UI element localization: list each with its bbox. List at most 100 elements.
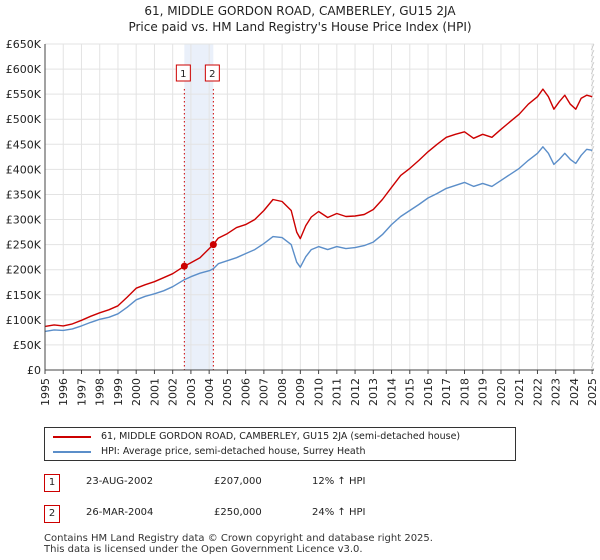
x-tick-label: 2012 — [349, 378, 362, 406]
chart-subtitle: Price paid vs. HM Land Registry's House … — [128, 20, 472, 34]
y-tick-label: £100K — [6, 314, 42, 327]
x-tick-label: 2011 — [331, 378, 344, 406]
hatch-line — [590, 139, 595, 147]
hatch-line — [590, 229, 595, 237]
x-tick-label: 2014 — [385, 378, 398, 406]
y-tick-label: £0 — [27, 364, 41, 377]
hatch-line — [590, 133, 595, 141]
x-tick-label: 2000 — [130, 378, 143, 406]
hatch-line — [590, 157, 595, 165]
sale-date: 23-AUG-2002 — [86, 476, 154, 487]
hatch-line — [590, 169, 595, 177]
sale-badge-2: 2 — [44, 505, 60, 523]
hatch-line — [590, 223, 595, 231]
sale-box-2 — [204, 64, 220, 82]
sale-date: 26-MAR-2004 — [86, 507, 154, 518]
sale-point-1 — [180, 262, 188, 270]
y-tick-label: £250K — [6, 239, 42, 252]
hatch-line — [590, 361, 595, 369]
hatch-line — [590, 325, 595, 333]
x-tick-label: 1995 — [39, 378, 52, 406]
sale-badge-1: 1 — [44, 474, 60, 492]
property-price-line — [44, 88, 593, 328]
hatch-line — [590, 343, 595, 351]
y-tick-label: £650K — [6, 38, 42, 51]
hatch-line — [590, 253, 595, 261]
x-tick-label: 2018 — [458, 378, 471, 406]
hatch-line — [590, 277, 595, 285]
hatch-line — [590, 295, 595, 303]
hatch-line — [590, 97, 595, 105]
x-tick-label: 2004 — [203, 378, 216, 406]
legend-swatch-hpi — [53, 450, 91, 453]
x-tick-label: 1997 — [75, 378, 88, 406]
hatch-line — [590, 319, 595, 327]
legend-item-property: 61, MIDDLE GORDON ROAD, CAMBERLEY, GU15 … — [53, 430, 460, 444]
x-tick-label: 2025 — [586, 378, 599, 406]
hatch-line — [590, 355, 595, 363]
footer-licence: This data is licensed under the Open Gov… — [44, 544, 363, 555]
x-tick-label: 2016 — [422, 378, 435, 406]
hpi-line — [44, 146, 593, 333]
sale-box-label-2: 2 — [209, 69, 215, 80]
x-tick-label: 1999 — [112, 378, 125, 406]
sale-point-2 — [209, 241, 217, 249]
y-tick-label: £350K — [6, 188, 42, 201]
hatch-line — [590, 265, 595, 273]
legend-swatch-property — [53, 435, 91, 438]
hatch-line — [590, 43, 595, 51]
hatch-line — [590, 127, 595, 135]
price-chart: £0 £50K £100K £150K £200K £250K £300K £350K £400… — [6, 38, 599, 406]
x-tick-label: 2008 — [276, 378, 289, 406]
hatch-line — [590, 73, 595, 81]
x-tick-label: 2021 — [513, 378, 526, 406]
hatch-line — [590, 367, 595, 375]
hatch-line — [590, 109, 595, 117]
hatch-line — [590, 337, 595, 345]
sale-box-label-1: 1 — [180, 69, 186, 80]
y-tick-label: £600K — [6, 63, 42, 76]
hatch-line — [590, 121, 595, 129]
hatch-line — [590, 331, 595, 339]
x-tick-label: 2005 — [221, 378, 234, 406]
hatch-line — [590, 271, 595, 279]
sale-price: £250,000 — [214, 507, 262, 518]
hatch-line — [590, 85, 595, 93]
y-tick-label: £450K — [6, 138, 42, 151]
x-tick-label: 2006 — [239, 378, 252, 406]
legend-label-property: 61, MIDDLE GORDON ROAD, CAMBERLEY, GU15 … — [101, 431, 461, 442]
sale-hpi-diff: 12% ↑ HPI — [312, 476, 366, 487]
hatch-line — [590, 211, 595, 219]
hatch-line — [590, 55, 595, 63]
x-tick-label: 2022 — [531, 378, 544, 406]
sale-hpi-diff: 24% ↑ HPI — [312, 507, 366, 518]
hatch-line — [590, 163, 595, 171]
plot-area — [45, 44, 594, 370]
y-tick-label: £200K — [6, 264, 42, 277]
hatch-line — [590, 289, 595, 297]
x-tick-label: 2002 — [167, 378, 180, 406]
x-tick-label: 2009 — [294, 378, 307, 406]
hatch-line — [590, 199, 595, 207]
hatch-line — [590, 151, 595, 159]
x-tick-label: 2024 — [568, 378, 581, 406]
y-tick-label: £50K — [13, 339, 42, 352]
x-tick-label: 2019 — [477, 378, 490, 406]
y-tick-label: £500K — [6, 113, 42, 126]
legend-item-hpi: HPI: Average price, semi-detached house,… — [53, 445, 366, 459]
y-tick-label: £300K — [6, 214, 42, 227]
x-tick-label: 1996 — [57, 378, 70, 406]
hatch-line — [590, 259, 595, 267]
hatch-line — [590, 205, 595, 213]
hatch-line — [590, 175, 595, 183]
x-tick-label: 2023 — [550, 378, 563, 406]
sale-price: £207,000 — [214, 476, 262, 487]
chart-title: 61, MIDDLE GORDON ROAD, CAMBERLEY, GU15 … — [144, 4, 456, 18]
x-tick-label: 2010 — [312, 378, 325, 406]
x-tick-label: 2017 — [440, 378, 453, 406]
x-tick-label: 2001 — [148, 378, 161, 406]
hatch-line — [590, 193, 595, 201]
footer-copyright: Contains HM Land Registry data © Crown c… — [44, 533, 433, 544]
hatch-line — [590, 181, 595, 189]
y-tick-label: £400K — [6, 163, 42, 176]
